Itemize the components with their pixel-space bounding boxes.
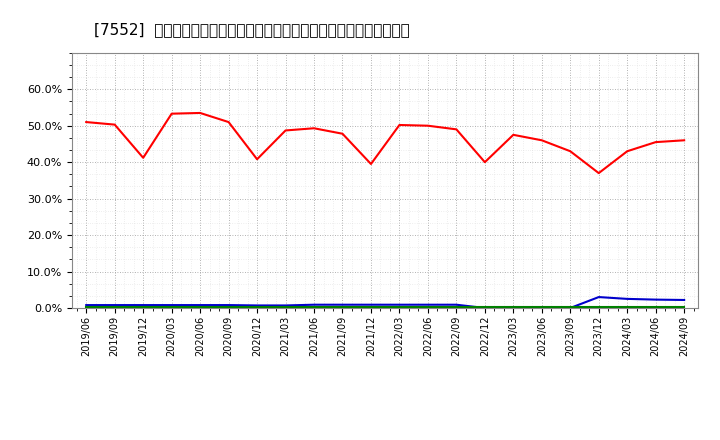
Legend: 自己資本, のれん, 繰延税金資産: 自己資本, のれん, 繰延税金資産	[232, 437, 539, 440]
Text: [7552]  自己資本、のれん、繰延税金資産の総資産に対する比率の推移: [7552] 自己資本、のれん、繰延税金資産の総資産に対する比率の推移	[94, 22, 410, 37]
